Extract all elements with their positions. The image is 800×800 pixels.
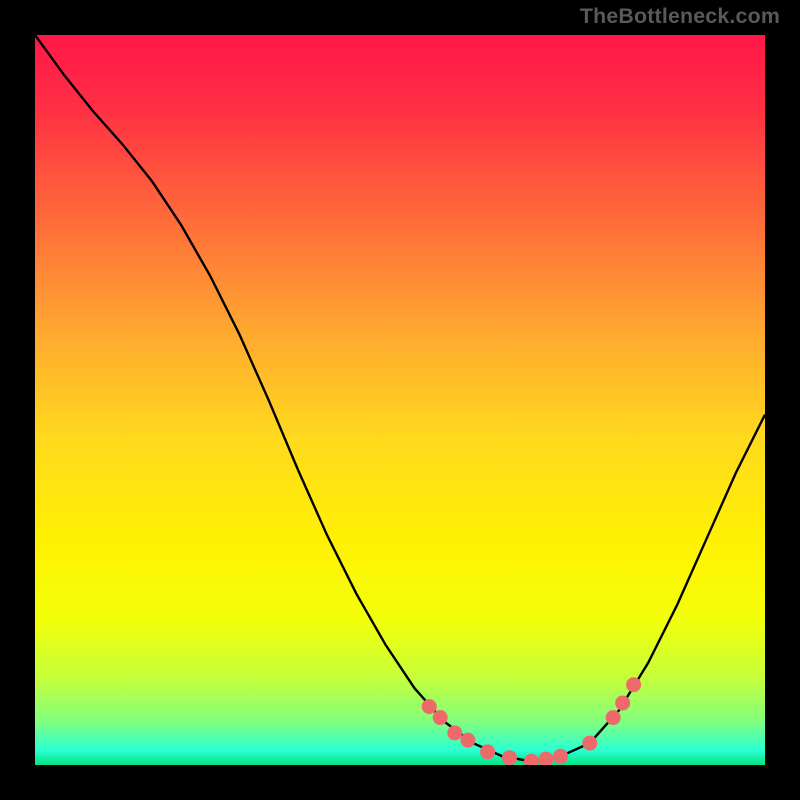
marker-dot [502,750,517,765]
watermark-text: TheBottleneck.com [580,4,780,29]
marker-dot [606,710,621,725]
marker-dot [524,754,539,765]
marker-dot [422,699,437,714]
bottleneck-curve [35,35,765,761]
marker-group [422,677,641,765]
marker-dot [539,752,554,765]
marker-dot [626,677,641,692]
marker-dot [433,710,448,725]
marker-dot [460,733,475,748]
chart-canvas: TheBottleneck.com [0,0,800,800]
marker-dot [615,695,630,710]
marker-dot [480,744,495,759]
marker-dot [553,749,568,764]
plot-area [35,35,765,765]
marker-dot [447,725,462,740]
plot-svg [35,35,765,765]
marker-dot [582,736,597,751]
